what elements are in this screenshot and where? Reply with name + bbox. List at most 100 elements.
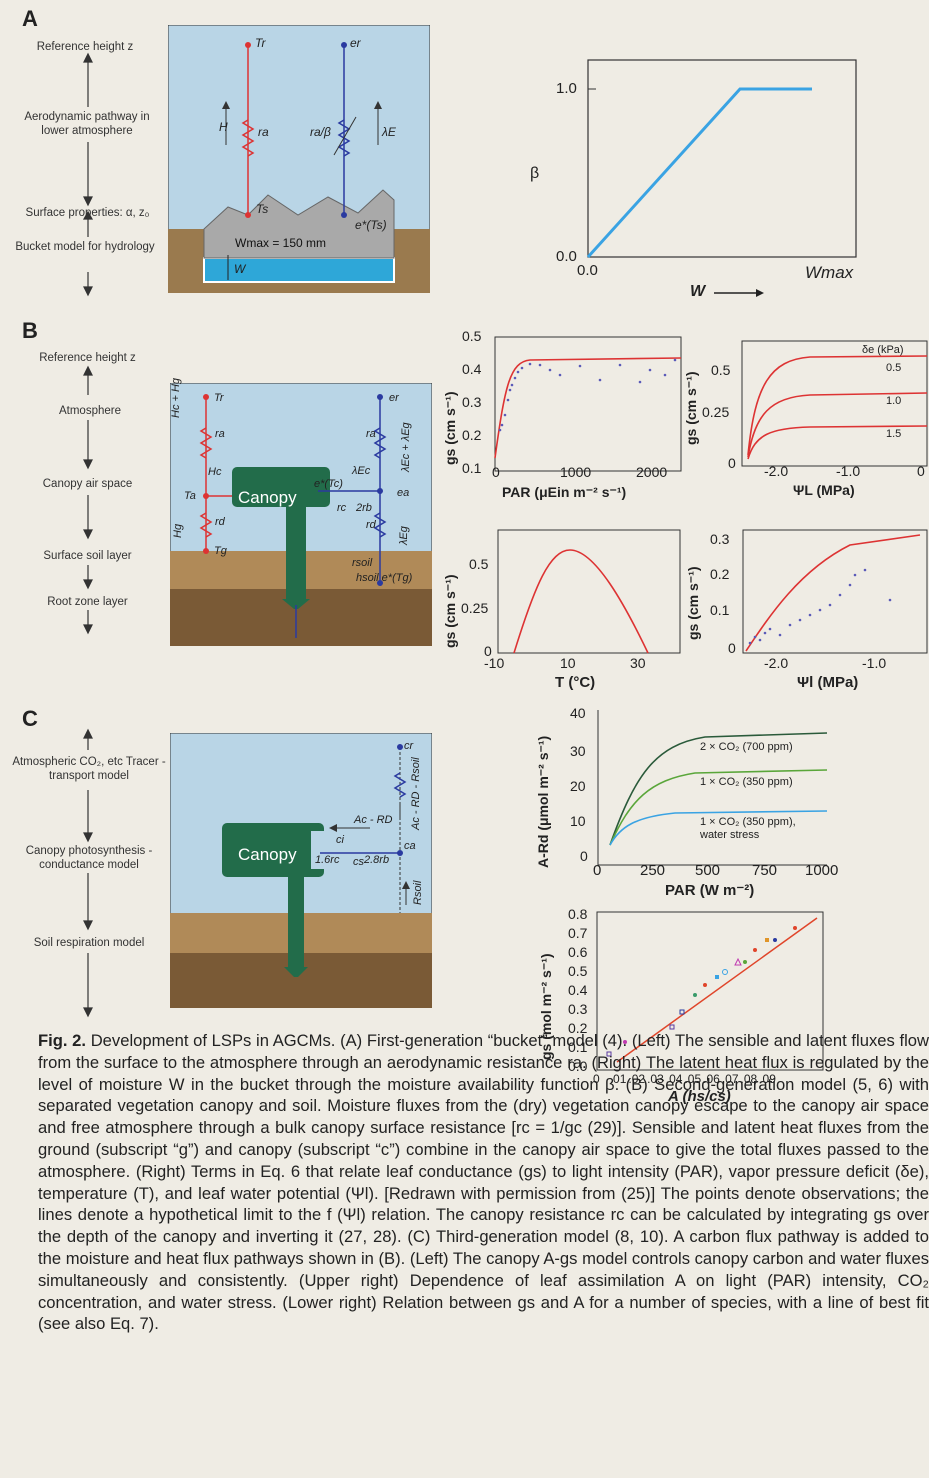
side-label-aerodynamic: Aerodynamic pathway in lower atmosphere [24, 111, 150, 138]
gsa-ytick-06: 0.6 [568, 944, 588, 960]
co2-label-stress: 1 × CO₂ (350 ppm), [700, 816, 796, 828]
temp-xtick-30: 30 [630, 655, 646, 671]
chart-ard-par [597, 710, 828, 866]
c-r16: 1.6rc [315, 854, 340, 866]
label-wmax: Wmax = 150 mm [235, 236, 327, 250]
b-hg: Hg [172, 523, 184, 538]
par-ylabel: gs (cm s⁻¹) [442, 391, 458, 465]
temp-curve [513, 549, 649, 654]
b-2rb: 2rb [356, 502, 372, 514]
caption-text: Development of LSPs in AGCMs. (A) First-… [38, 1031, 929, 1334]
co2-ytick-40: 40 [570, 705, 586, 721]
b-er: er [389, 392, 399, 404]
gsa-xtick-09: .09 [759, 1072, 776, 1086]
psiL-curve-label-10: 1.0 [886, 395, 902, 407]
psil-curve [745, 534, 921, 652]
b-ra-left: ra [215, 428, 225, 440]
chart-gs-psiL [741, 340, 928, 467]
par-curve [494, 357, 682, 459]
gsa-xlabel: A (hs/cs) [668, 1088, 731, 1105]
psil-ytick-03: 0.3 [710, 531, 730, 547]
panel-c-side-arrows [83, 728, 93, 1018]
side-label-b-atmosphere: Atmosphere [58, 405, 121, 417]
co2-xlabel: PAR (W m⁻²) [665, 882, 755, 899]
temp-ytick-025: 0.25 [461, 600, 489, 616]
temp-ytick-05: 0.5 [469, 556, 489, 572]
chart-gs-temp [497, 529, 681, 654]
gsa-ytick-05: 0.5 [568, 963, 588, 979]
b-rd-right: rd [366, 519, 376, 531]
b-hsoil: hsoil e*(Tg) [356, 572, 413, 584]
gsa-xtick-01: .01 [609, 1072, 627, 1086]
label-es-star: e*(Ts) [355, 218, 387, 232]
psiL-ytick-0: 0 [728, 455, 736, 471]
psiL-curve-10 [747, 392, 928, 458]
chart-gs-psil [742, 529, 928, 654]
label-lambda-e: λE [382, 125, 396, 139]
psil-xtick-20: -2.0 [764, 655, 789, 671]
b-rd-left: rd [215, 516, 225, 528]
panel-a-side-arrows [82, 52, 94, 297]
side-label-c-soil: Soil respiration model [33, 937, 145, 949]
co2-label-700: 2 × CO₂ (700 ppm) [700, 741, 793, 753]
c-ci: ci [336, 834, 344, 846]
co2-700-curve [609, 732, 828, 846]
co2-label-350: 1 × CO₂ (350 ppm) [700, 776, 793, 788]
beta-xtick-wmax: Wmax [805, 263, 854, 282]
gsa-ytick-02: 0.2 [568, 1020, 588, 1036]
psil-xtick-10: -1.0 [862, 655, 887, 671]
gs-a-fit-line [616, 917, 818, 1063]
label-er: er [350, 36, 361, 50]
psiL-curve-label-05: 0.5 [886, 362, 902, 374]
co2-ytick-20: 20 [570, 778, 586, 794]
psiL-curve-15 [747, 425, 928, 460]
temp-ylabel: gs (cm s⁻¹) [442, 574, 458, 648]
side-label-c-canopy: Canopy photosynthesis - conductance mode… [25, 845, 153, 872]
beta-xlabel: W [690, 283, 706, 300]
b-lec: λEc [352, 465, 371, 477]
psiL-legend-title: δe (kPa) [862, 344, 904, 356]
beta-xtick-0: 0.0 [577, 262, 598, 279]
canopy-label-b: Canopy [238, 488, 297, 507]
b-ea: ea [397, 487, 410, 499]
psiL-xlabel: ΨL (MPa) [793, 482, 855, 498]
c-cr: cr [404, 740, 414, 752]
c-right-flux: Ac - RD - Rsoil [410, 757, 422, 830]
panel-a-label: A [22, 6, 38, 31]
gsa-ytick-07: 0.7 [568, 925, 588, 941]
beta-line [586, 87, 812, 259]
co2-ytick-0: 0 [580, 848, 588, 864]
side-label-b-reference: Reference height z [39, 352, 136, 364]
chart-gs-par [494, 336, 682, 472]
gsa-xtick-02: .02 [628, 1072, 646, 1086]
psil-ytick-01: 0.1 [710, 602, 730, 618]
par-ytick-04: 0.4 [462, 361, 482, 377]
temp-xtick-m10: -10 [484, 655, 505, 671]
label-h: H [219, 120, 228, 134]
side-label-c-atm: Atmospheric CO₂, etc Tracer - transport … [12, 756, 166, 783]
label-ra-beta: ra/β [310, 125, 331, 139]
gsa-ytick-00: 0.0 [568, 1058, 588, 1074]
b-rsoil: rsoil [352, 557, 373, 569]
label-w: W [234, 262, 246, 276]
gsa-xtick-08: .08 [740, 1072, 758, 1086]
psil-xlabel: Ψl (MPa) [797, 674, 859, 691]
par-xtick-1000: 1000 [560, 464, 592, 480]
co2-350-curve [609, 769, 828, 846]
b-rc: rc [337, 502, 347, 514]
par-xlabel: PAR (μEin m⁻² s⁻¹) [502, 484, 627, 500]
beta-chart [586, 59, 857, 259]
caption-fig-label: Fig. 2. [38, 1031, 87, 1050]
co2-xtick-250: 250 [640, 862, 666, 879]
co2-ytick-10: 10 [570, 813, 586, 829]
gsa-ytick-08: 0.8 [568, 906, 588, 922]
b-tr: Tr [214, 392, 224, 404]
psil-ytick-0: 0 [728, 640, 736, 656]
par-xtick-2000: 2000 [636, 464, 668, 480]
co2-xtick-0: 0 [593, 862, 602, 879]
gsa-ytick-01: 0.1 [568, 1039, 588, 1055]
gs-a-points [606, 926, 797, 1057]
canopy-label-c: Canopy [238, 845, 297, 864]
panel-b-side-arrows [83, 365, 93, 635]
gsa-xticks: 0 .01.02.03.04.05.06.07.08.09 [593, 1072, 776, 1086]
